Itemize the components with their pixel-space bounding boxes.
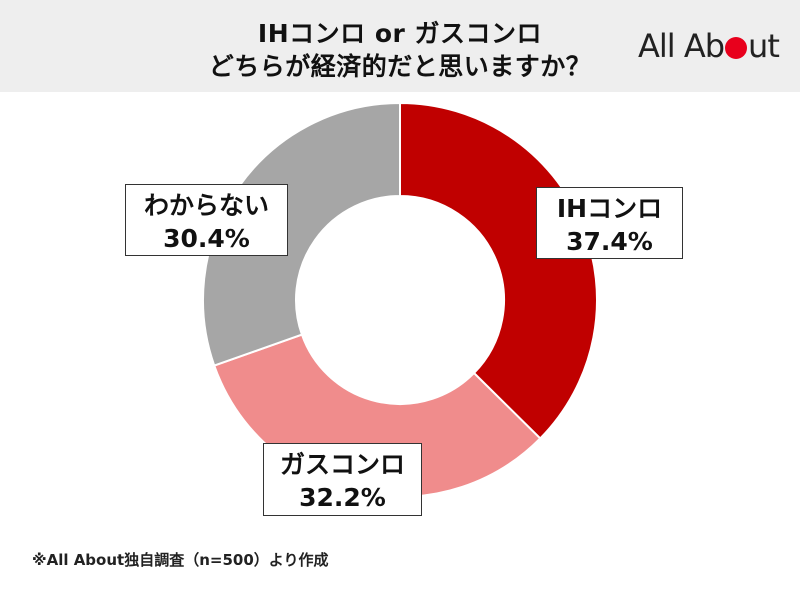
donut-slice-ih [399, 101, 598, 440]
header-band: IHコンロ or ガスコンロ どちらが経済的だと思いますか？ All Ab ut [0, 0, 800, 92]
slice-value-gas: 32.2% [299, 483, 386, 512]
all-about-logo: All Ab ut [638, 27, 780, 65]
slice-label-gas: ガスコンロ 32.2% [263, 443, 422, 516]
slice-label-ih: IHコンロ 37.4% [536, 187, 683, 259]
logo-dot-icon [725, 37, 748, 59]
logo-text-part2: ut [748, 27, 780, 65]
chart-title-line2: どちらが経済的だと思いますか？ [208, 52, 592, 81]
slice-value-ih: 37.4% [566, 227, 653, 256]
chart-title-line1: IHコンロ or ガスコンロ [257, 19, 543, 48]
logo-text-part1: All Ab [638, 27, 725, 65]
slice-value-unknown: 30.4% [163, 224, 250, 253]
slice-category-ih: IHコンロ [556, 194, 663, 223]
slice-label-unknown: わからない 30.4% [125, 184, 288, 256]
donut-slice-unknown [202, 101, 401, 367]
footnote: ※All About独自調査（n=500）より作成 [32, 551, 329, 569]
slice-category-unknown: わからない [143, 191, 269, 220]
slice-category-gas: ガスコンロ [279, 450, 405, 479]
